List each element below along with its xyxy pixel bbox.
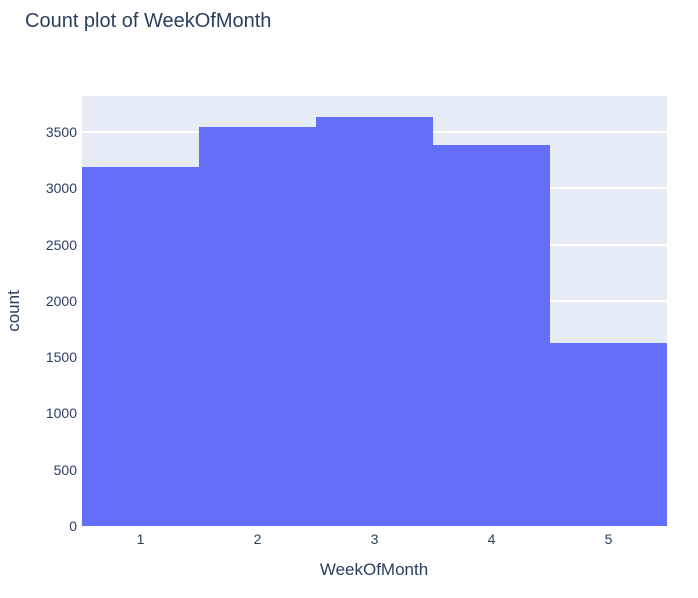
plot-area[interactable] xyxy=(82,96,667,527)
y-tick-label-3500: 3500 xyxy=(45,124,77,141)
y-axis-title: count xyxy=(4,290,23,332)
y-tick-label-500: 500 xyxy=(53,461,77,478)
x-tick-label-3: 3 xyxy=(370,531,379,547)
y-tick-label-2500: 2500 xyxy=(45,236,77,253)
x-tick-label-4: 4 xyxy=(487,531,496,547)
y-tick-label-3000: 3000 xyxy=(45,180,77,197)
x-tick-label-2: 2 xyxy=(253,531,262,547)
y-tick-label-1000: 1000 xyxy=(45,405,77,422)
x-tick-label-5: 5 xyxy=(604,531,613,547)
bar-week-1[interactable] xyxy=(82,167,199,526)
x-axis-title: WeekOfMonth xyxy=(319,560,429,579)
chart-title: Count plot of WeekOfMonth xyxy=(25,10,272,32)
bar-week-4[interactable] xyxy=(433,144,550,526)
y-tick-label-1500: 1500 xyxy=(45,349,77,366)
bar-week-5[interactable] xyxy=(550,342,667,526)
bar-week-2[interactable] xyxy=(199,126,316,526)
bar-week-3[interactable] xyxy=(316,116,433,526)
y-tick-label-2000: 2000 xyxy=(45,292,77,309)
gridline-y-0 xyxy=(82,525,667,527)
y-tick-label-0: 0 xyxy=(69,518,77,534)
x-tick-label-1: 1 xyxy=(136,531,145,547)
